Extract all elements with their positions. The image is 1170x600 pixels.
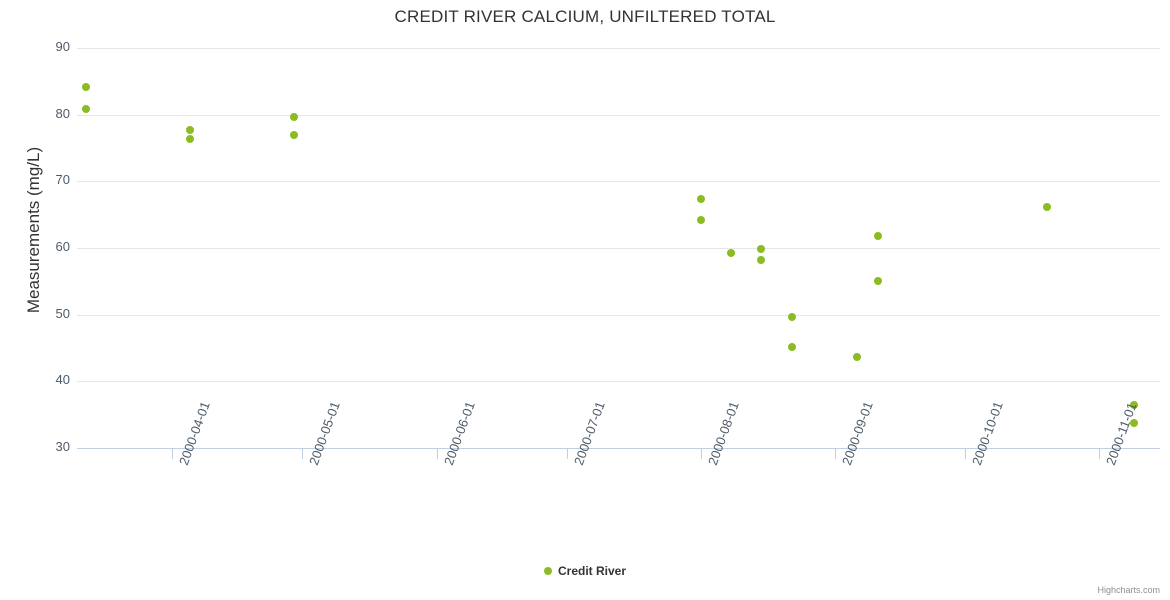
y-gridline — [77, 248, 1160, 249]
y-axis: Measurements (mg/L) 30 40 50 60 70 80 90 — [10, 0, 70, 600]
data-point[interactable] — [1130, 418, 1138, 427]
legend-item-credit-river[interactable]: Credit River — [543, 563, 627, 578]
y-gridline — [77, 314, 1160, 316]
x-axis-tick-mark — [965, 449, 967, 459]
x-axis-tick-mark — [1099, 449, 1101, 459]
data-point[interactable] — [696, 194, 705, 203]
data-point[interactable] — [852, 352, 861, 361]
y-axis-tick-label: 40 — [55, 372, 70, 388]
chart-legend: Credit River — [0, 563, 1170, 578]
data-point[interactable] — [757, 245, 766, 254]
x-axis-line — [77, 448, 1160, 449]
data-point[interactable] — [81, 105, 90, 114]
y-axis-title: Measurements (mg/L) — [24, 146, 43, 314]
y-gridline — [77, 181, 1160, 183]
y-gridline — [77, 114, 1160, 116]
data-point[interactable] — [185, 134, 194, 143]
legend-item-label: Credit River — [557, 563, 627, 578]
y-gridline — [77, 381, 1160, 383]
data-point[interactable] — [289, 113, 298, 122]
data-point[interactable] — [727, 249, 736, 258]
data-point[interactable] — [874, 232, 883, 240]
y-axis-tick-label: 80 — [55, 105, 70, 121]
data-point[interactable] — [185, 126, 194, 134]
y-gridline — [77, 48, 1160, 49]
legend-marker-icon — [543, 566, 552, 575]
data-point[interactable] — [1130, 400, 1138, 409]
x-axis-tick-mark — [700, 449, 702, 459]
data-point[interactable] — [874, 277, 883, 286]
x-axis-tick-mark — [566, 449, 568, 459]
data-point[interactable] — [757, 256, 766, 264]
data-point[interactable] — [1043, 203, 1052, 212]
x-axis-tick-mark — [436, 449, 438, 459]
y-axis-tick-label: 60 — [55, 239, 70, 254]
y-axis-tick-label: 30 — [55, 439, 70, 454]
credits-link[interactable]: Highcharts.com — [1097, 585, 1160, 595]
y-axis-tick-label: 70 — [55, 172, 70, 188]
data-point[interactable] — [289, 130, 298, 139]
x-axis-tick-mark — [172, 449, 174, 459]
data-point[interactable] — [696, 216, 705, 224]
data-point[interactable] — [81, 82, 90, 91]
x-axis-tick-mark — [302, 449, 304, 459]
data-point[interactable] — [787, 343, 796, 352]
x-axis-tick-mark — [835, 449, 837, 459]
y-axis-tick-label: 90 — [55, 39, 70, 54]
plot-area — [77, 48, 1160, 449]
chart-title: CREDIT RIVER CALCIUM, UNFILTERED TOTAL — [394, 7, 776, 26]
data-point[interactable] — [787, 313, 796, 322]
y-axis-tick-label: 50 — [55, 305, 70, 321]
